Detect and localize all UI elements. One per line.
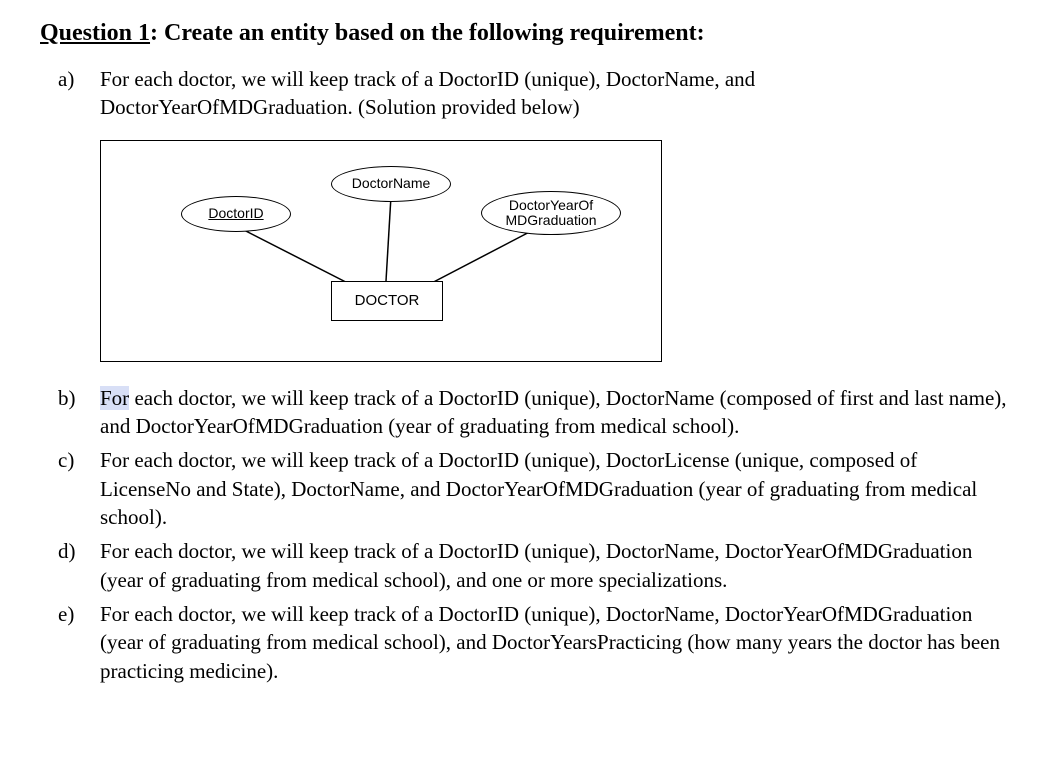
attr-doctoryear: DoctorYearOfMDGraduation — [481, 191, 621, 235]
item-text: For each doctor, we will keep track of a… — [100, 386, 1007, 438]
entity-doctor: DOCTOR — [331, 281, 443, 321]
attr-doctoryear-label: DoctorYearOfMDGraduation — [505, 198, 596, 227]
question-heading-rest: : Create an entity based on the followin… — [150, 20, 705, 46]
attr-doctorid-label: DoctorID — [208, 204, 263, 223]
question-label: Question 1 — [40, 20, 150, 46]
attr-doctorname: DoctorName — [331, 166, 451, 202]
question-heading: Question 1: Create an entity based on th… — [40, 20, 1010, 47]
list-item: b) For each doctor, we will keep track o… — [100, 384, 1010, 441]
list-item: e) For each doctor, we will keep track o… — [100, 600, 1010, 685]
item-text: For each doctor, we will keep track of a… — [100, 539, 972, 591]
item-marker: b) — [58, 384, 76, 412]
item-marker: d) — [58, 537, 76, 565]
attr-doctorname-label: DoctorName — [352, 174, 431, 193]
attr-doctorid: DoctorID — [181, 196, 291, 232]
item-text: For each doctor, we will keep track of a… — [100, 448, 977, 529]
item-text: For each doctor, we will keep track of a… — [100, 67, 755, 119]
list-item: c) For each doctor, we will keep track o… — [100, 446, 1010, 531]
item-text: For each doctor, we will keep track of a… — [100, 602, 1000, 683]
question-list: a) For each doctor, we will keep track o… — [40, 65, 1010, 685]
list-item: a) For each doctor, we will keep track o… — [100, 65, 1010, 362]
highlighted-text: For — [100, 386, 129, 410]
item-marker: c) — [58, 446, 74, 474]
list-item: d) For each doctor, we will keep track o… — [100, 537, 1010, 594]
item-marker: e) — [58, 600, 74, 628]
item-marker: a) — [58, 65, 74, 93]
edge-doctorname — [386, 196, 391, 281]
er-diagram: DoctorID DoctorName DoctorYearOfMDGradua… — [100, 140, 662, 362]
entity-doctor-label: DOCTOR — [355, 291, 420, 311]
